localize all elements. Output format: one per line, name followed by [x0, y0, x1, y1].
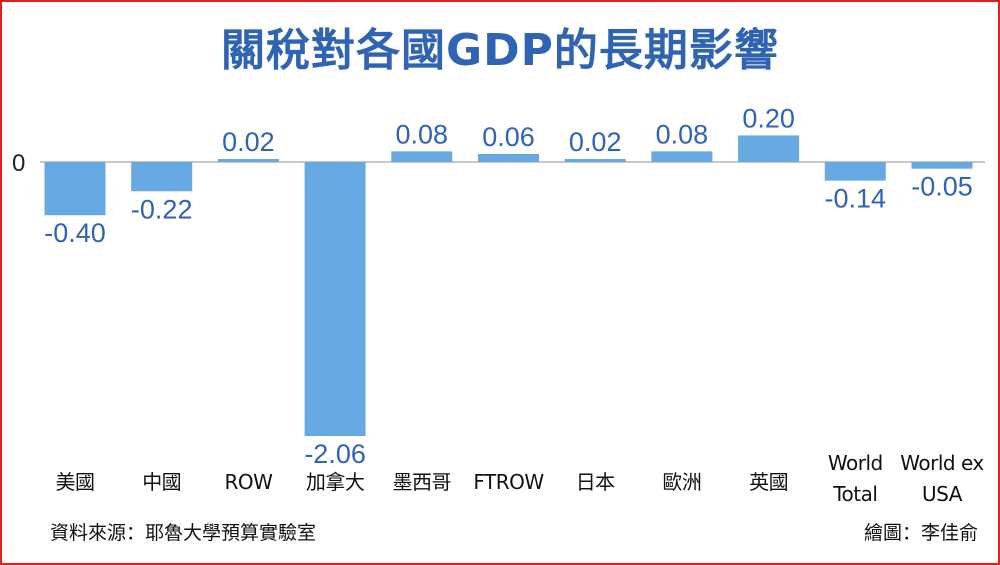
value-label-6: 0.02 [569, 127, 622, 157]
category-label-1: 中國 [142, 470, 181, 494]
category-label-9-line-0: World [828, 451, 883, 475]
category-label-10-line-0: World ex [900, 451, 984, 475]
bar-1 [131, 162, 193, 192]
value-label-10: -0.05 [911, 172, 973, 202]
bar-9 [824, 162, 886, 181]
bar-6 [564, 159, 626, 162]
bar-0 [44, 162, 106, 216]
category-label-9-line-1: Total [832, 482, 877, 506]
category-label-8: 英國 [749, 470, 788, 494]
bar-10 [911, 162, 973, 169]
value-label-4: 0.08 [396, 119, 449, 149]
category-label-0: 美國 [56, 470, 95, 494]
bar-2 [217, 159, 279, 162]
value-label-8: 0.20 [742, 103, 795, 133]
bars-group [44, 135, 973, 436]
bar-8 [738, 135, 800, 162]
value-label-3: -2.06 [304, 439, 366, 469]
chart-credit: 繪圖：李佳俞 [863, 522, 978, 544]
category-label-7: 歐洲 [662, 470, 701, 494]
value-label-9: -0.14 [825, 184, 887, 214]
bar-7 [651, 151, 713, 162]
value-label-5: 0.06 [482, 122, 535, 152]
value-label-7: 0.08 [656, 119, 709, 149]
category-label-2: ROW [224, 470, 273, 494]
value-label-1: -0.22 [131, 194, 193, 224]
bar-3 [304, 162, 366, 436]
category-label-4: 墨西哥 [393, 470, 452, 494]
bar-5 [478, 154, 539, 162]
bar-4 [391, 151, 453, 162]
value-labels-group: -0.40 -0.22 0.02 -2.06 0.08 0.06 0.02 0.08 0.20 -… [44, 103, 973, 469]
source-note: 資料來源：耶魯大學預算實驗室 [50, 522, 317, 544]
category-label-6: 日本 [576, 470, 616, 494]
category-labels-group: 美國 中國 ROW 加拿大 墨西哥 FTROW 日本 歐洲 英國 World Total World … [56, 451, 985, 506]
category-label-3: 加拿大 [306, 470, 365, 494]
category-label-10-line-1: USA [922, 482, 963, 506]
y-tick-label-zero: 0 [12, 150, 25, 177]
category-label-5: FTROW [473, 470, 544, 494]
chart-title: 關稅對各國GDP的長期影響 [221, 25, 779, 76]
value-label-0: -0.40 [44, 218, 106, 248]
value-label-2: 0.02 [222, 127, 275, 157]
